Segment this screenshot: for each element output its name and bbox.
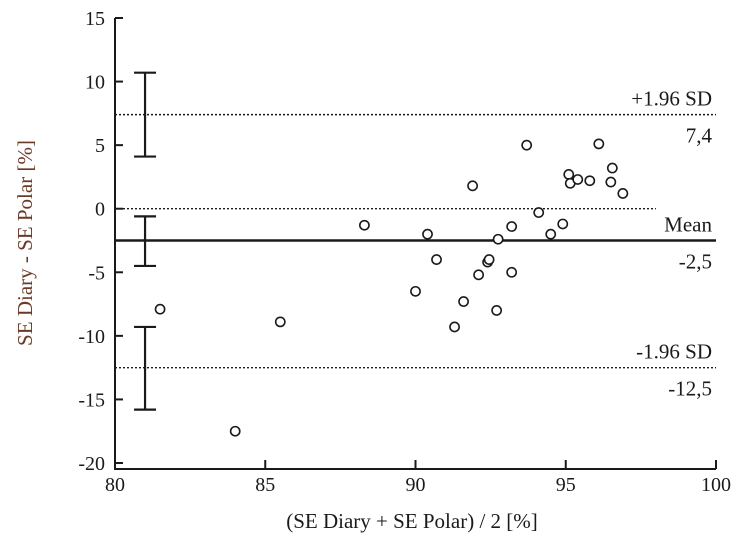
data-point — [584, 175, 596, 187]
data-point — [473, 269, 485, 281]
y-tick-label: -15 — [78, 389, 105, 411]
reference-label-top: +1.96 SD — [631, 87, 712, 111]
axes-group: 15 10 5 0 -5 -10 -15 -20 80 85 90 95 100 — [78, 8, 731, 496]
x-tick-label: 85 — [255, 474, 275, 496]
reference-label-top: -1.96 SD — [636, 340, 712, 364]
reference-lines — [115, 113, 716, 369]
y-tick-label: 0 — [95, 199, 105, 221]
y-tick-label: -5 — [88, 262, 105, 284]
data-point — [533, 207, 545, 218]
reference-label-value: -12,5 — [668, 377, 712, 401]
data-point — [458, 296, 469, 307]
data-point — [274, 316, 286, 328]
data-point — [449, 321, 460, 333]
y-tick-label: -10 — [78, 326, 105, 348]
data-point — [563, 168, 575, 180]
data-point — [491, 305, 503, 316]
y-tick-label: 5 — [95, 135, 105, 157]
data-point — [572, 174, 584, 185]
data-point — [557, 218, 569, 230]
data-point — [431, 254, 442, 265]
x-tick-label: 90 — [406, 474, 426, 496]
reference-label-value: -2,5 — [679, 250, 712, 274]
y-tick-label: 10 — [85, 72, 105, 94]
data-point — [593, 138, 605, 150]
data-point — [467, 180, 478, 192]
x-tick-label: 100 — [701, 474, 731, 496]
confidence-interval-bars — [134, 71, 157, 411]
reference-label-top: Mean — [664, 213, 712, 237]
data-point — [617, 188, 629, 199]
x-tick-label: 80 — [105, 474, 125, 496]
data-point — [606, 162, 618, 174]
data-points — [154, 138, 629, 437]
y-tick-label: -20 — [78, 453, 105, 475]
y-tick-label: 15 — [85, 8, 105, 30]
y-axis-title: SE Diary - SE Polar [%] — [13, 140, 37, 346]
data-point — [483, 254, 495, 265]
y-axis-ticks: 15 10 5 0 -5 -10 -15 -20 — [78, 8, 123, 475]
data-point — [521, 139, 533, 151]
data-point — [605, 176, 617, 188]
reference-line-labels: +1.96 SD 7,4 Mean -2,5 -1.96 SD -12,5 — [631, 87, 712, 401]
x-axis-ticks: 80 85 90 95 100 — [105, 460, 731, 496]
reference-label-value: 7,4 — [686, 124, 713, 148]
data-point — [545, 228, 557, 240]
data-point — [359, 219, 370, 231]
data-point — [229, 425, 241, 437]
data-point — [410, 285, 421, 297]
x-tick-label: 95 — [556, 474, 576, 496]
data-point — [154, 303, 166, 315]
x-axis-title: (SE Diary + SE Polar) / 2 [%] — [286, 509, 538, 533]
data-point — [506, 266, 518, 278]
data-point — [422, 228, 433, 240]
data-point — [492, 233, 504, 245]
data-point — [506, 221, 518, 232]
